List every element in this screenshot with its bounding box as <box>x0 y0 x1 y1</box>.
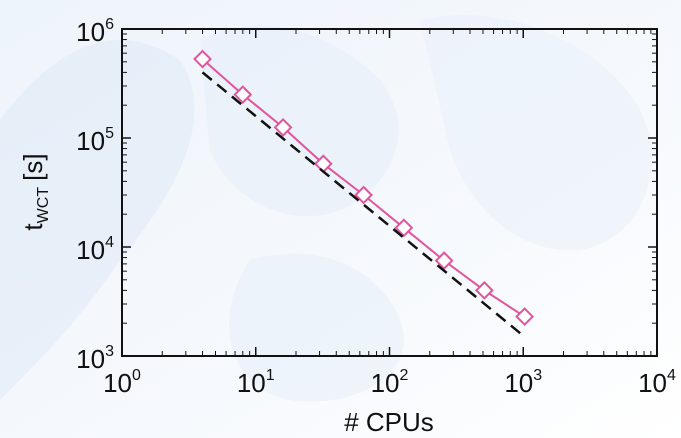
y-tick-exponent: 5 <box>105 125 114 142</box>
y-tick-exponent: 6 <box>105 16 114 33</box>
y-tick-base: 10 <box>76 126 105 156</box>
y-tick-base: 10 <box>76 235 105 265</box>
y-tick-label: 103 <box>76 343 114 374</box>
data-point-diamond <box>193 49 212 69</box>
x-tick-exponent: 0 <box>132 367 141 384</box>
y-tick-exponent: 3 <box>105 343 114 360</box>
x-tick-exponent: 4 <box>667 367 676 384</box>
plot-frame <box>121 28 658 357</box>
x-tick-base: 10 <box>103 368 132 398</box>
y-tick-label: 104 <box>76 234 114 265</box>
y-tick-label: 106 <box>76 16 114 47</box>
data-point-diamond <box>354 185 373 205</box>
x-tick-base: 10 <box>638 368 667 398</box>
x-tick-base: 10 <box>371 368 400 398</box>
data-point-diamond <box>233 85 253 105</box>
data-point-diamond <box>394 218 414 238</box>
x-axis-ticks: 100 101 102 103 104 <box>103 29 676 398</box>
y-axis-label-base: t <box>18 223 48 231</box>
data-point-diamond <box>515 307 535 326</box>
y-axis-label-unit: [s] <box>18 153 48 180</box>
y-axis-label-subscript: WCT <box>35 187 52 224</box>
x-axis-label: # CPUs <box>344 407 434 437</box>
data-point-diamond <box>434 251 454 271</box>
x-tick-label: 103 <box>504 367 542 398</box>
data-point-diamond <box>273 118 293 137</box>
x-tick-label: 101 <box>237 367 275 398</box>
y-tick-base: 10 <box>76 344 105 374</box>
ideal-scaling-line <box>201 71 526 338</box>
y-axis-label: tWCT [s] <box>18 153 52 230</box>
x-tick-label: 102 <box>371 367 409 398</box>
x-tick-label: 100 <box>103 367 141 398</box>
x-tick-exponent: 2 <box>400 367 409 384</box>
x-tick-exponent: 3 <box>533 367 542 384</box>
y-tick-label: 105 <box>76 125 114 156</box>
x-tick-label: 104 <box>638 367 676 398</box>
x-tick-base: 10 <box>504 368 533 398</box>
y-tick-exponent: 4 <box>105 234 114 251</box>
data-point-diamond <box>474 280 494 300</box>
y-tick-base: 10 <box>76 17 105 47</box>
series-layer <box>193 49 535 338</box>
x-tick-exponent: 1 <box>266 367 275 384</box>
x-tick-base: 10 <box>237 368 266 398</box>
